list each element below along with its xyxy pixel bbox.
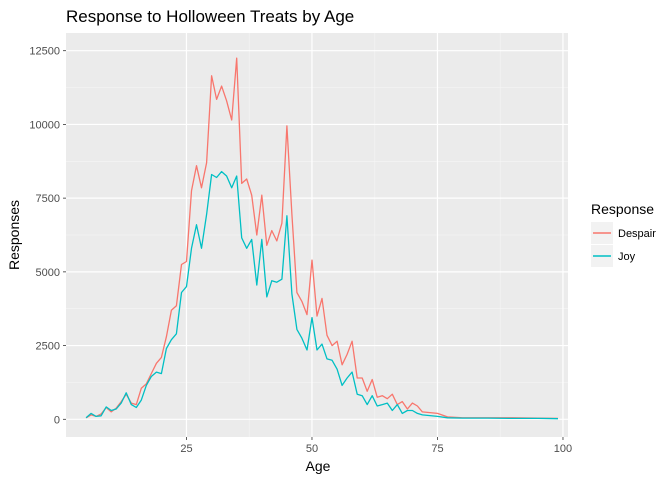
y-axis-title: Responses <box>6 200 22 270</box>
y-axis-ticks: 0 2500 5000 7500 10000 12500 <box>29 46 66 426</box>
y-tick-label: 7500 <box>36 193 60 205</box>
x-tick-label: 50 <box>306 443 318 455</box>
legend-label: Joy <box>618 251 636 263</box>
y-tick-label: 0 <box>54 414 60 426</box>
x-tick-label: 100 <box>554 443 572 455</box>
series-line-joy <box>85 170 559 420</box>
legend-item-despair: Despair <box>591 222 656 244</box>
major-gridlines <box>66 33 568 437</box>
y-tick-label: 12500 <box>29 46 60 58</box>
x-axis-ticks: 25 50 75 100 <box>180 437 572 455</box>
legend-item-joy: Joy <box>591 245 636 267</box>
y-tick-label: 10000 <box>29 119 60 131</box>
legend-label: Despair <box>618 228 656 240</box>
legend-title: Response <box>591 201 654 217</box>
series-line-despair <box>85 57 559 420</box>
minor-gridlines <box>66 33 568 437</box>
legend-items: Despair Joy <box>591 222 656 267</box>
x-axis-title: Age <box>306 458 331 474</box>
series-lines <box>85 57 559 420</box>
legend: Response Despair Joy <box>591 201 656 267</box>
y-tick-label: 2500 <box>36 341 60 353</box>
chart-title: Response to Holloween Treats by Age <box>66 7 354 26</box>
x-tick-label: 25 <box>180 443 192 455</box>
x-tick-label: 75 <box>431 443 443 455</box>
y-tick-label: 5000 <box>36 267 60 279</box>
